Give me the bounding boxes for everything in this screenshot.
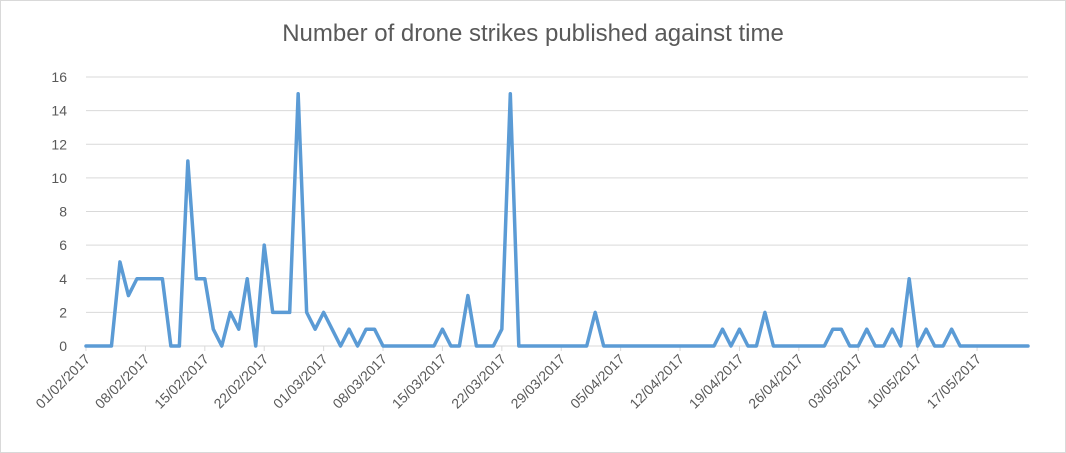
- y-axis-ticks: 0 2 4 6 8 10 12 14 16: [51, 69, 67, 354]
- chart-title: Number of drone strikes published agains…: [282, 20, 784, 47]
- y-tick-label: 14: [51, 103, 67, 119]
- x-tick-label: 08/02/2017: [92, 351, 153, 412]
- x-tick-label: 12/04/2017: [626, 351, 687, 412]
- x-tick-label: 19/04/2017: [686, 351, 747, 412]
- x-axis-ticks: 01/02/201708/02/201715/02/201722/02/2017…: [32, 346, 984, 412]
- x-tick-label: 17/05/2017: [923, 351, 984, 412]
- x-tick-label: 10/05/2017: [864, 351, 925, 412]
- y-tick-label: 10: [51, 170, 67, 186]
- gridlines: [86, 76, 1028, 313]
- y-tick-label: 12: [51, 136, 67, 152]
- x-tick-label: 08/03/2017: [329, 351, 390, 412]
- x-tick-label: 05/04/2017: [567, 351, 628, 412]
- y-tick-label: 8: [59, 204, 67, 220]
- y-tick-label: 2: [59, 304, 67, 320]
- series-group: [84, 92, 1030, 348]
- x-tick-label: 29/03/2017: [507, 351, 568, 412]
- y-tick-label: 6: [59, 237, 67, 253]
- x-tick-label: 03/05/2017: [805, 351, 866, 412]
- x-tick-label: 26/04/2017: [745, 351, 806, 412]
- x-tick-label: 15/03/2017: [389, 351, 450, 412]
- x-tick-label: 01/03/2017: [270, 351, 331, 412]
- y-tick-label: 16: [51, 69, 67, 85]
- series-line: [84, 92, 1030, 348]
- x-tick-label: 22/02/2017: [210, 351, 271, 412]
- x-tick-label: 22/03/2017: [448, 351, 509, 412]
- y-tick-label: 0: [59, 338, 67, 354]
- x-tick-label: 15/02/2017: [151, 351, 212, 412]
- y-tick-label: 4: [59, 271, 67, 287]
- x-tick-label: 01/02/2017: [32, 351, 93, 412]
